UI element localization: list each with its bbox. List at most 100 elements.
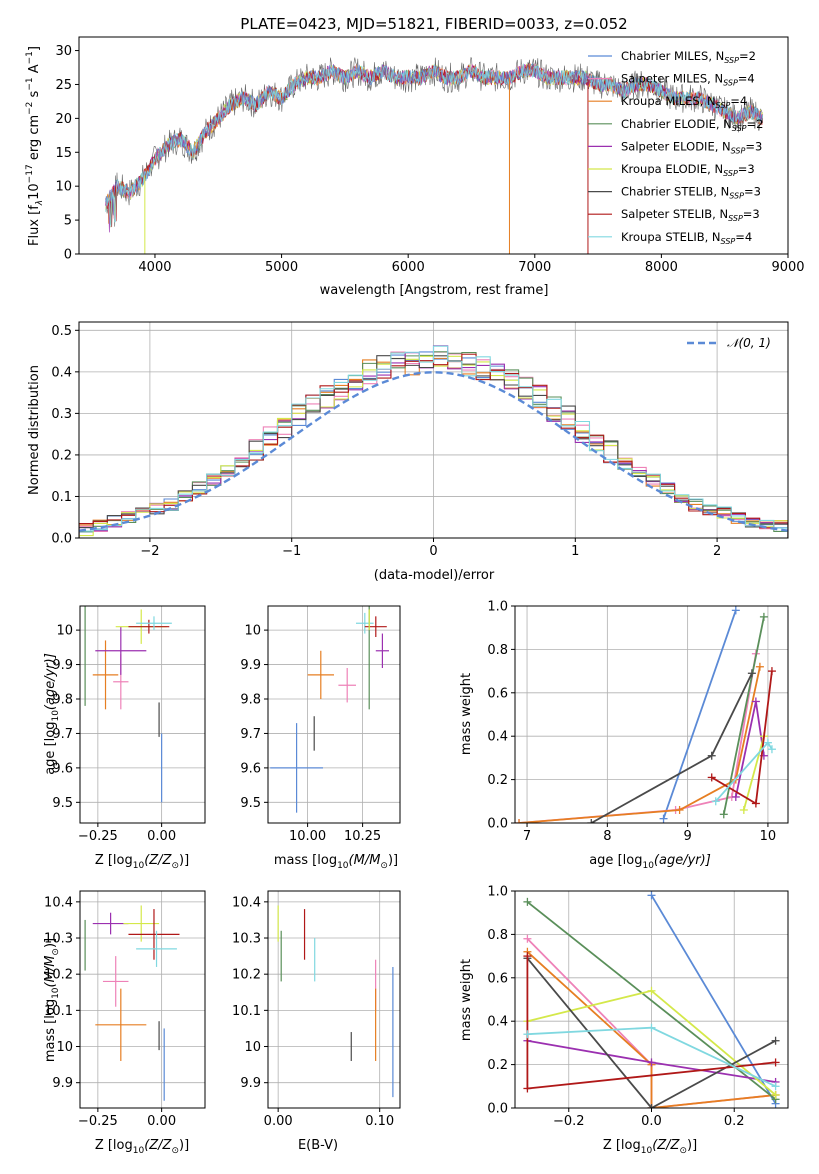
series-marker [747, 669, 756, 678]
plot-area [277, 905, 394, 1098]
series-marker [707, 773, 716, 782]
axes-frame [78, 36, 789, 255]
legend-entry: Kroupa MILES, NSSP=4 [621, 94, 747, 110]
y-tick-label: 9.8 [52, 693, 73, 708]
y-tick-label: 10.2 [232, 968, 261, 983]
y-tick-label: 0.0 [51, 532, 72, 547]
spectrum-line-kroupa_stelib [105, 63, 764, 227]
x-tick-label: 0.00 [264, 1114, 293, 1129]
series-line-chabrier_miles [662, 610, 737, 819]
x-axis-label: Z [log10(Z/Z⊙)] [95, 1138, 189, 1156]
x-tick-label: 10.25 [344, 829, 381, 844]
y-axis-label: Normed distribution [27, 365, 42, 495]
y-tick-label: 0.4 [487, 1015, 508, 1030]
y-tick-label: 20 [55, 112, 72, 127]
x-tick-label: 9000 [771, 260, 804, 275]
axes-frame [514, 605, 789, 824]
y-tick-label: 9.7 [52, 727, 73, 742]
series-marker [675, 805, 684, 814]
y-tick-label: 5 [64, 214, 72, 229]
y-tick-label: 10.1 [232, 1004, 261, 1019]
series-line-kroupa_miles [518, 666, 761, 823]
legend-entry: 𝒩(0, 1) [727, 336, 771, 350]
panel-residuals: −2 −1 0 1 2 0.0 0.1 0.2 0.3 0.4 0.5 𝒩(0, 1) (data-mo… [27, 321, 789, 583]
panel-mass_vs_extinction: 0.00 0.10 9.9 10 10.1 10.2 10.3 10.4 E(B-V) [232, 890, 401, 1153]
y-tick-label: 9.6 [240, 761, 261, 776]
errorbar-point [92, 640, 119, 710]
plot-area [515, 606, 776, 823]
series-marker [523, 1084, 532, 1093]
x-tick-label: −0.25 [78, 829, 118, 844]
errorbar-point [128, 619, 170, 634]
errorbar-point [128, 909, 180, 960]
y-tick-label: 0.4 [487, 730, 508, 745]
normal-curve [79, 371, 788, 532]
y-tick-label: 9.9 [240, 1076, 261, 1091]
series-marker [515, 819, 524, 823]
x-tick-label: 10 [760, 829, 777, 844]
x-axis-label: Z [log10(Z/Z⊙)] [603, 1138, 697, 1156]
y-axis-label: Flux [fλ10−17 erg cm−2 s−1 A−1] [25, 46, 45, 246]
x-tick-label: −1 [282, 544, 301, 559]
y-tick-label: 0.1 [51, 490, 72, 505]
x-tick-label: 4000 [138, 260, 171, 275]
y-tick-label: 10.4 [44, 895, 73, 910]
series-marker [767, 667, 776, 676]
x-tick-label: −0.2 [553, 1114, 585, 1129]
legend-entry: Chabrier ELODIE, NSSP=2 [621, 117, 763, 133]
series-marker [771, 1036, 780, 1045]
y-tick-label: 0.2 [487, 773, 508, 788]
histogram-salpeter_stelib [79, 353, 788, 538]
legend-entry: Salpeter MILES, NSSP=4 [621, 72, 755, 88]
spectrum-legend: Chabrier MILES, NSSP=2 Salpeter MILES, NS… [588, 49, 763, 246]
x-tick-label: 10.00 [289, 829, 326, 844]
x-tick-label: 0.2 [724, 1114, 745, 1129]
y-tick-label: 10.2 [44, 968, 73, 983]
y-tick-label: 1.0 [487, 885, 508, 900]
y-axis-label: mass weight [459, 673, 474, 755]
panel-mass_weight_vs_metallicity: −0.2 0.0 0.2 0.0 0.2 0.4 0.6 0.8 1.0 Z [log10(Z/Z… [459, 885, 789, 1156]
panel-age_vs_metallicity: −0.25 0.00 9.5 9.6 9.7 9.8 9.9 10 Z [log10(Z/Z⊙)… [43, 605, 206, 871]
plot-area [270, 606, 389, 813]
panel-mass_vs_metallicity: −0.25 0.00 9.9 10 10.1 10.2 10.3 10.4 Z [log10(Z… [43, 890, 206, 1156]
x-tick-label: 0.00 [147, 1114, 176, 1129]
y-tick-label: 0.6 [487, 971, 508, 986]
x-tick-label: 6000 [392, 260, 425, 275]
x-tick-label: 8 [603, 829, 611, 844]
y-tick-label: 10 [244, 1040, 261, 1055]
errorbar-point [92, 912, 129, 935]
y-tick-label: 10.4 [232, 895, 261, 910]
series-marker [523, 934, 532, 943]
series-line-chabrier_stelib [526, 957, 777, 1108]
series-marker [771, 1058, 780, 1067]
series-marker [647, 1058, 656, 1067]
y-tick-label: 15 [55, 146, 72, 161]
x-tick-label: −0.25 [78, 1114, 118, 1129]
y-axis-label: mass [log10(M/M⊙)] [43, 938, 61, 1062]
x-tick-label: 1 [571, 544, 579, 559]
errorbar-point [307, 650, 334, 699]
y-tick-label: 9.6 [52, 761, 73, 776]
series-marker [771, 1090, 780, 1099]
axes-frame [79, 605, 206, 824]
series-line-chabrier_miles [650, 894, 777, 1105]
y-tick-label: 0.5 [51, 324, 72, 339]
legend-entry: Chabrier MILES, NSSP=2 [621, 49, 756, 65]
plot-area [79, 345, 788, 538]
y-tick-label: 10.3 [232, 932, 261, 947]
x-tick-label: 0 [429, 544, 437, 559]
y-axis-label: mass weight [459, 959, 474, 1041]
y-tick-label: 0.2 [487, 1058, 508, 1073]
series-marker [771, 1082, 780, 1091]
series-marker [707, 751, 716, 760]
x-axis-label: E(B-V) [298, 1138, 338, 1153]
errorbar-point [338, 668, 356, 703]
x-axis-label: wavelength [Angstrom, rest frame] [320, 283, 549, 298]
errorbar-point [356, 612, 374, 634]
y-tick-label: 0.6 [487, 686, 508, 701]
series-marker [763, 738, 772, 747]
y-tick-label: 0.8 [487, 643, 508, 658]
y-tick-label: 9.8 [240, 693, 261, 708]
series-marker [647, 1023, 656, 1032]
errorbar-point [102, 956, 129, 1007]
